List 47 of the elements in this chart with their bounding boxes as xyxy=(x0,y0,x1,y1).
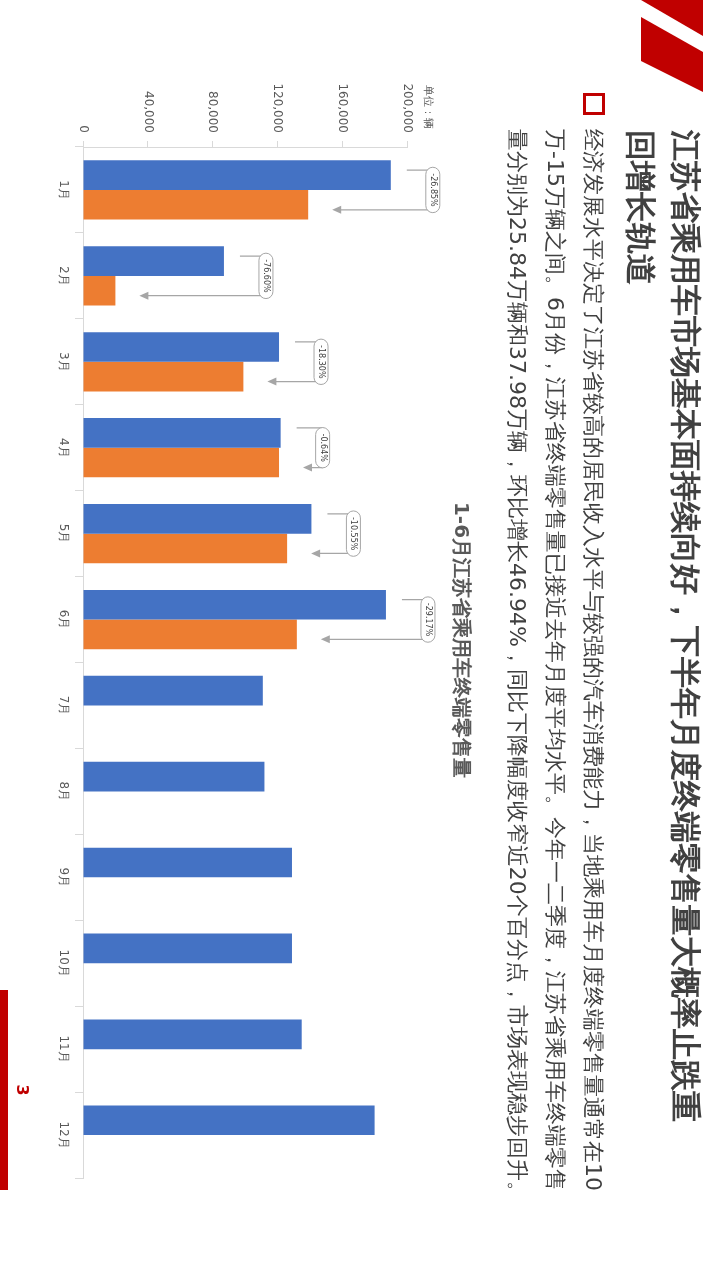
y-tick-label: 1月 xyxy=(56,180,71,200)
y-tick-label: 12月 xyxy=(56,1121,71,1149)
annotation: -76.60% xyxy=(261,259,271,293)
x-tick-label: 0 xyxy=(76,125,91,133)
text: 江苏省乘用车市场基本面持续向好，下半年月度终端零售量大概率止跌重回增长轨道 xyxy=(622,130,705,1124)
bar xyxy=(83,847,292,878)
y-tick-label: 4月 xyxy=(56,437,71,458)
bar xyxy=(83,246,224,276)
y-tick-label: 3月 xyxy=(56,351,71,372)
y-tick-label: 6月 xyxy=(56,609,71,630)
bar xyxy=(83,1019,302,1050)
bar xyxy=(83,503,312,534)
annotation: -0.64% xyxy=(318,433,328,463)
y-tick-label: 10月 xyxy=(56,949,71,977)
text: 单位：辆 xyxy=(421,85,435,129)
x-tick-label: 120,000 xyxy=(271,83,286,133)
y-tick-label: 9月 xyxy=(56,867,71,888)
bar xyxy=(83,1105,375,1136)
text: 1-6月江苏省乘用车终端零售量 xyxy=(450,501,474,779)
x-tick-label: 160,000 xyxy=(336,83,351,133)
x-tick-label: 40,000 xyxy=(141,91,156,133)
y-tick-label: 7月 xyxy=(56,695,71,716)
text: -26.85% xyxy=(428,173,438,208)
text: 3 xyxy=(12,1084,32,1096)
x-tick-label: 80,000 xyxy=(206,91,221,133)
bar xyxy=(83,275,116,306)
bar xyxy=(83,589,386,620)
y-tick-label: 5月 xyxy=(56,523,71,544)
y-tick-label: 8月 xyxy=(56,781,71,802)
annotation: -10.55% xyxy=(349,516,359,551)
bar xyxy=(83,332,280,362)
bar xyxy=(83,418,281,448)
y-tick-label: 11月 xyxy=(56,1035,71,1063)
text: -29.17% xyxy=(423,602,433,637)
text: 经济发展水平决定了江苏省较高的居民收入水平与较强的汽车消费能力，当地乘用车月度终端零售量通常在10万-15万辆之间。6月份，江苏省终端零售量已接近去年月度平均水平。今年一二季度，江苏省乘用车终端零售量分别为25.84万辆和37.98万辆，环比增长46.94%，同比下降幅度收窄近20个百分点，市场表现稳步回升。 xyxy=(504,129,607,1204)
bar xyxy=(83,533,288,564)
bar xyxy=(83,619,297,650)
x-tick-label: 200,000 xyxy=(400,83,415,133)
bar xyxy=(83,361,244,392)
bar xyxy=(83,189,309,220)
bar xyxy=(83,447,280,478)
bar xyxy=(83,761,265,792)
y-tick-label: 2月 xyxy=(56,266,71,286)
bar xyxy=(83,933,292,964)
annotation: -18.30% xyxy=(316,345,326,379)
bar xyxy=(83,675,263,706)
bar xyxy=(83,160,391,190)
